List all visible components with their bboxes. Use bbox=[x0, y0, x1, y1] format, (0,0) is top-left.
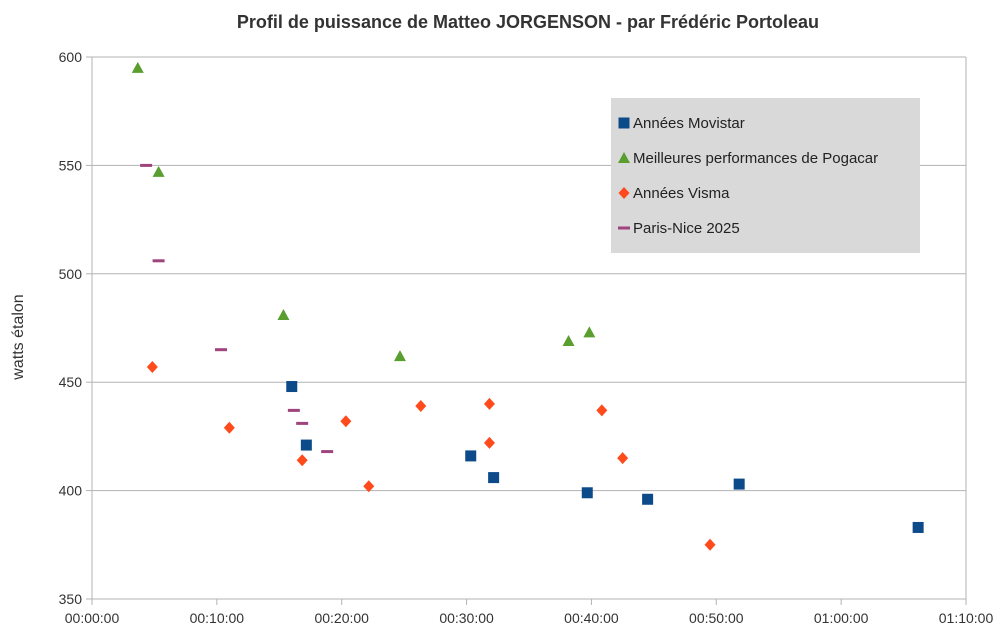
data-point-square bbox=[733, 478, 745, 490]
x-tick-label: 00:40:00 bbox=[564, 610, 619, 626]
x-tick-label: 00:00:00 bbox=[65, 610, 120, 626]
data-point-diamond bbox=[340, 415, 352, 428]
legend-marker-triangle bbox=[618, 152, 630, 163]
data-point-dash bbox=[215, 348, 228, 352]
data-point-square bbox=[286, 381, 298, 393]
y-axis-label: watts étalon bbox=[10, 294, 27, 380]
x-tick-label: 01:10:00 bbox=[939, 610, 994, 626]
y-tick-label: 600 bbox=[59, 49, 83, 65]
data-point-triangle bbox=[131, 61, 144, 73]
x-tick-label: 00:10:00 bbox=[190, 610, 245, 626]
data-point-triangle bbox=[583, 326, 596, 338]
data-point-diamond bbox=[617, 452, 629, 465]
data-point-diamond bbox=[415, 400, 427, 413]
data-point-diamond bbox=[483, 436, 495, 449]
data-point-diamond bbox=[146, 361, 158, 374]
legend-marker-diamond bbox=[618, 187, 630, 199]
data-point-triangle bbox=[393, 350, 406, 362]
legend-marker-square bbox=[618, 117, 630, 129]
legend-label: Années Movistar bbox=[633, 115, 745, 132]
x-tick-label: 00:50:00 bbox=[689, 610, 744, 626]
chart-title: Profil de puissance de Matteo JORGENSON … bbox=[237, 12, 819, 32]
data-points bbox=[131, 61, 924, 551]
data-point-square bbox=[581, 487, 593, 499]
legend-label: Paris-Nice 2025 bbox=[633, 220, 740, 237]
y-tick-label: 450 bbox=[59, 374, 83, 390]
data-point-diamond bbox=[223, 421, 235, 434]
data-point-triangle bbox=[152, 165, 165, 177]
y-tick-label: 500 bbox=[59, 266, 83, 282]
data-point-diamond bbox=[296, 454, 308, 467]
legend-label: Meilleures performances de Pogacar bbox=[633, 150, 878, 167]
data-point-dash bbox=[152, 259, 165, 263]
axes bbox=[86, 56, 967, 605]
legend-label: Années Visma bbox=[633, 185, 730, 202]
data-point-square bbox=[488, 472, 500, 484]
y-tick-label: 350 bbox=[59, 591, 83, 607]
legend: Années Movistar Meilleures performances d… bbox=[611, 98, 920, 253]
data-point-diamond bbox=[704, 538, 716, 551]
data-point-dash bbox=[321, 450, 334, 454]
data-point-square bbox=[642, 493, 654, 505]
data-point-diamond bbox=[596, 404, 608, 417]
x-tick-label: 01:00:00 bbox=[814, 610, 869, 626]
y-tick-label: 550 bbox=[59, 157, 83, 173]
data-point-square bbox=[465, 450, 477, 462]
data-point-square bbox=[300, 439, 312, 451]
data-point-triangle bbox=[277, 308, 290, 320]
tick-labels: 350 400 450 500 550 600 00:00:00 00:10:00 00:20:… bbox=[59, 49, 994, 626]
data-point-dash bbox=[287, 408, 300, 412]
x-tick-label: 00:20:00 bbox=[314, 610, 369, 626]
data-point-dash bbox=[140, 163, 153, 167]
data-point-diamond bbox=[483, 397, 495, 410]
x-tick-label: 00:30:00 bbox=[439, 610, 494, 626]
data-point-triangle bbox=[562, 335, 575, 347]
data-point-dash bbox=[296, 421, 309, 425]
legend-box bbox=[611, 98, 920, 253]
data-point-diamond bbox=[363, 480, 375, 493]
data-point-square bbox=[912, 521, 924, 533]
legend-marker-dash bbox=[618, 226, 630, 230]
y-tick-label: 400 bbox=[59, 483, 83, 499]
